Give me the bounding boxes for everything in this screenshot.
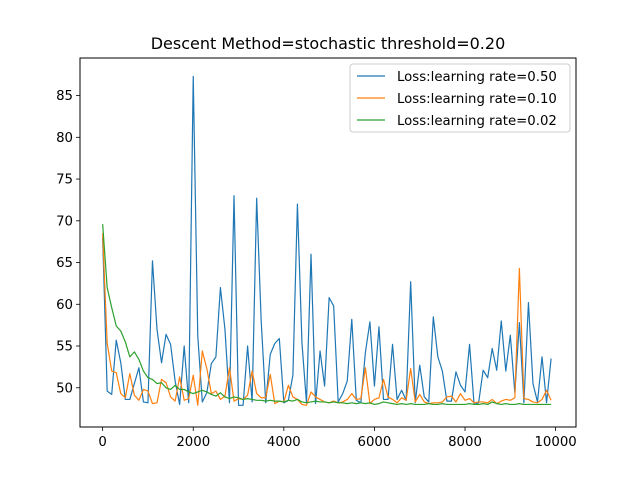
legend-label-3: Loss:learning rate=0.02 xyxy=(397,114,557,129)
x-tick-label: 2000 xyxy=(176,435,210,450)
plot-area xyxy=(102,75,552,406)
series-line-1 xyxy=(102,75,552,406)
x-axis: 0 2000 4000 6000 8000 10000 xyxy=(98,427,577,450)
y-tick-label: 65 xyxy=(56,256,73,271)
chart-title: Descent Method=stochastic threshold=0.20 xyxy=(151,34,506,53)
legend-box xyxy=(349,63,571,133)
y-tick-label: 80 xyxy=(56,131,73,146)
y-tick-label: 75 xyxy=(56,173,73,188)
axes-frame xyxy=(79,57,577,428)
y-tick-label: 85 xyxy=(56,89,73,104)
y-tick-label: 70 xyxy=(56,214,73,229)
legend-label-2: Loss:learning rate=0.10 xyxy=(397,92,557,107)
x-tick-label: 10000 xyxy=(534,435,576,450)
series-line-3 xyxy=(102,224,552,406)
x-tick-label: 8000 xyxy=(448,435,482,450)
y-tick-label: 60 xyxy=(56,298,73,313)
y-tick-label: 50 xyxy=(56,381,73,396)
y-tick-label: 55 xyxy=(56,340,73,355)
x-tick-label: 6000 xyxy=(358,435,392,450)
y-axis: 50 55 60 65 70 75 80 85 xyxy=(56,89,80,396)
legend-label-1: Loss:learning rate=0.50 xyxy=(397,70,557,85)
x-tick-label: 4000 xyxy=(267,435,301,450)
x-tick-label: 0 xyxy=(98,435,106,450)
legend: Loss:learning rate=0.50 Loss:learning rat… xyxy=(349,63,571,133)
